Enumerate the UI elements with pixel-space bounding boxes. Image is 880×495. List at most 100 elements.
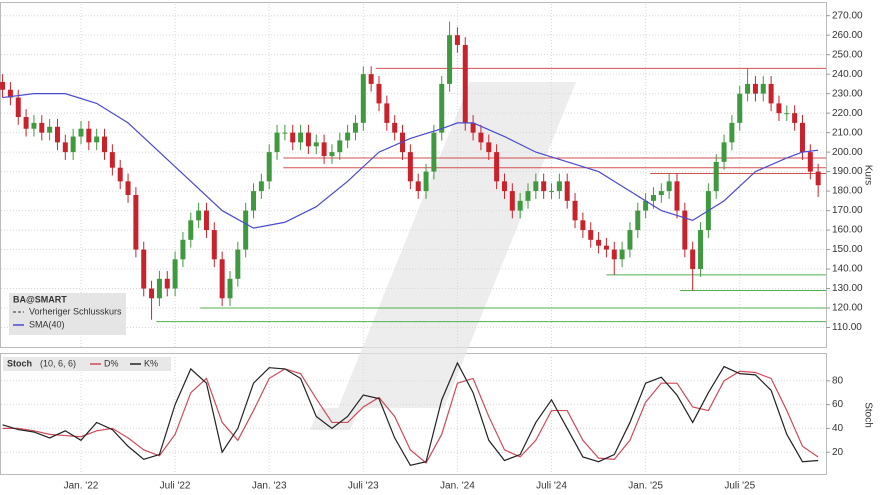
- candle-body: [47, 126, 53, 133]
- candle-body: [407, 152, 413, 182]
- candle-body: [117, 167, 123, 182]
- candle-body: [517, 200, 523, 211]
- candle-body: [219, 259, 225, 299]
- y-tick-label: 130.00: [832, 283, 863, 294]
- y-tick-label: 230.00: [832, 88, 863, 99]
- x-tick-label: Juli '24: [536, 481, 567, 492]
- y-tick-label: 220.00: [832, 108, 863, 119]
- candle-body: [298, 132, 304, 143]
- y-tick-label: 200.00: [832, 147, 863, 158]
- candle-body: [384, 103, 390, 123]
- candle-body: [690, 249, 696, 270]
- candle-body: [360, 74, 366, 123]
- candle-body: [635, 210, 641, 231]
- candle-body: [799, 122, 805, 153]
- candle-body: [290, 132, 296, 143]
- candle-body: [39, 122, 45, 133]
- candle-body: [752, 83, 758, 94]
- candle-body: [376, 83, 382, 104]
- y-tick-label: 270.00: [832, 10, 863, 21]
- candle-body: [196, 210, 202, 221]
- candle-body: [125, 181, 131, 195]
- candle-body: [133, 194, 139, 250]
- candle-body: [258, 181, 264, 192]
- y-axis-title: Stoch: [862, 402, 873, 428]
- stoch-line: [2, 361, 819, 466]
- candle-body: [784, 113, 790, 115]
- candle-body: [102, 136, 108, 153]
- x-tick-label: Jan. '22: [64, 481, 99, 492]
- candle-body: [392, 122, 398, 133]
- candle-body: [447, 35, 453, 84]
- candle-body: [243, 210, 249, 250]
- candle-body: [760, 83, 766, 94]
- candle-body: [470, 122, 476, 133]
- candle-body: [345, 132, 351, 141]
- candle-body: [509, 191, 515, 211]
- stoch-title: Stoch: [7, 358, 32, 368]
- candle-body: [54, 126, 60, 143]
- sma-line: [2, 93, 819, 229]
- candle-body: [62, 142, 68, 153]
- y-tick-label: 150.00: [832, 244, 863, 255]
- legend-box: [9, 293, 126, 335]
- legend-label: SMA(40): [29, 319, 65, 329]
- y-tick-label: 260.00: [832, 30, 863, 41]
- candle-body: [494, 152, 500, 182]
- candle-body: [776, 103, 782, 114]
- candle-body: [807, 152, 813, 172]
- candle-body: [619, 249, 625, 260]
- candle-body: [15, 97, 21, 118]
- candle-body: [588, 230, 594, 240]
- candle-body: [792, 113, 798, 123]
- candle-body: [172, 259, 178, 289]
- candle-body: [70, 136, 76, 153]
- candle-body: [541, 181, 547, 192]
- candle-body: [745, 83, 751, 94]
- candle-body: [580, 220, 586, 231]
- candle-body: [486, 142, 492, 153]
- candle-body: [611, 249, 617, 260]
- y-tick-label: 20: [832, 447, 844, 458]
- candle-body: [658, 191, 664, 195]
- candle-body: [674, 181, 680, 211]
- x-tick-label: Jan. '24: [440, 481, 475, 492]
- candle-body: [462, 44, 468, 123]
- candle-body: [109, 152, 115, 168]
- candle-body: [627, 230, 633, 250]
- candle-body: [156, 278, 162, 299]
- candle-body: [698, 230, 704, 270]
- y-tick-label: 190.00: [832, 166, 863, 177]
- candle-body: [266, 152, 272, 182]
- candle-body: [729, 122, 735, 143]
- candle-body: [141, 249, 147, 289]
- candle-body: [650, 194, 656, 201]
- candle-body: [235, 249, 241, 279]
- y-tick-label: 80: [832, 375, 844, 386]
- candle-body: [768, 83, 774, 104]
- candle-body: [211, 230, 217, 260]
- candle-body: [423, 171, 429, 192]
- candle-body: [23, 117, 29, 129]
- y-tick-label: 110.00: [832, 322, 862, 333]
- y-tick-label: 140.00: [832, 264, 863, 275]
- candle-body: [0, 81, 6, 90]
- candle-body: [439, 83, 445, 133]
- x-tick-label: Jan. '25: [628, 481, 663, 492]
- y-tick-label: 120.00: [832, 303, 863, 314]
- candle-body: [415, 181, 421, 192]
- candle-body: [352, 122, 358, 133]
- candle-body: [713, 161, 719, 192]
- candle-body: [7, 89, 13, 98]
- candle-body: [86, 128, 92, 143]
- candle-body: [94, 136, 100, 143]
- candle-body: [666, 181, 672, 192]
- y-tick-label: 60: [832, 399, 844, 410]
- candle-body: [149, 288, 155, 299]
- stoch-line: [2, 368, 819, 464]
- candle-body: [164, 278, 170, 289]
- watermark: [310, 408, 360, 430]
- candle-body: [721, 142, 727, 162]
- candle-body: [313, 142, 319, 147]
